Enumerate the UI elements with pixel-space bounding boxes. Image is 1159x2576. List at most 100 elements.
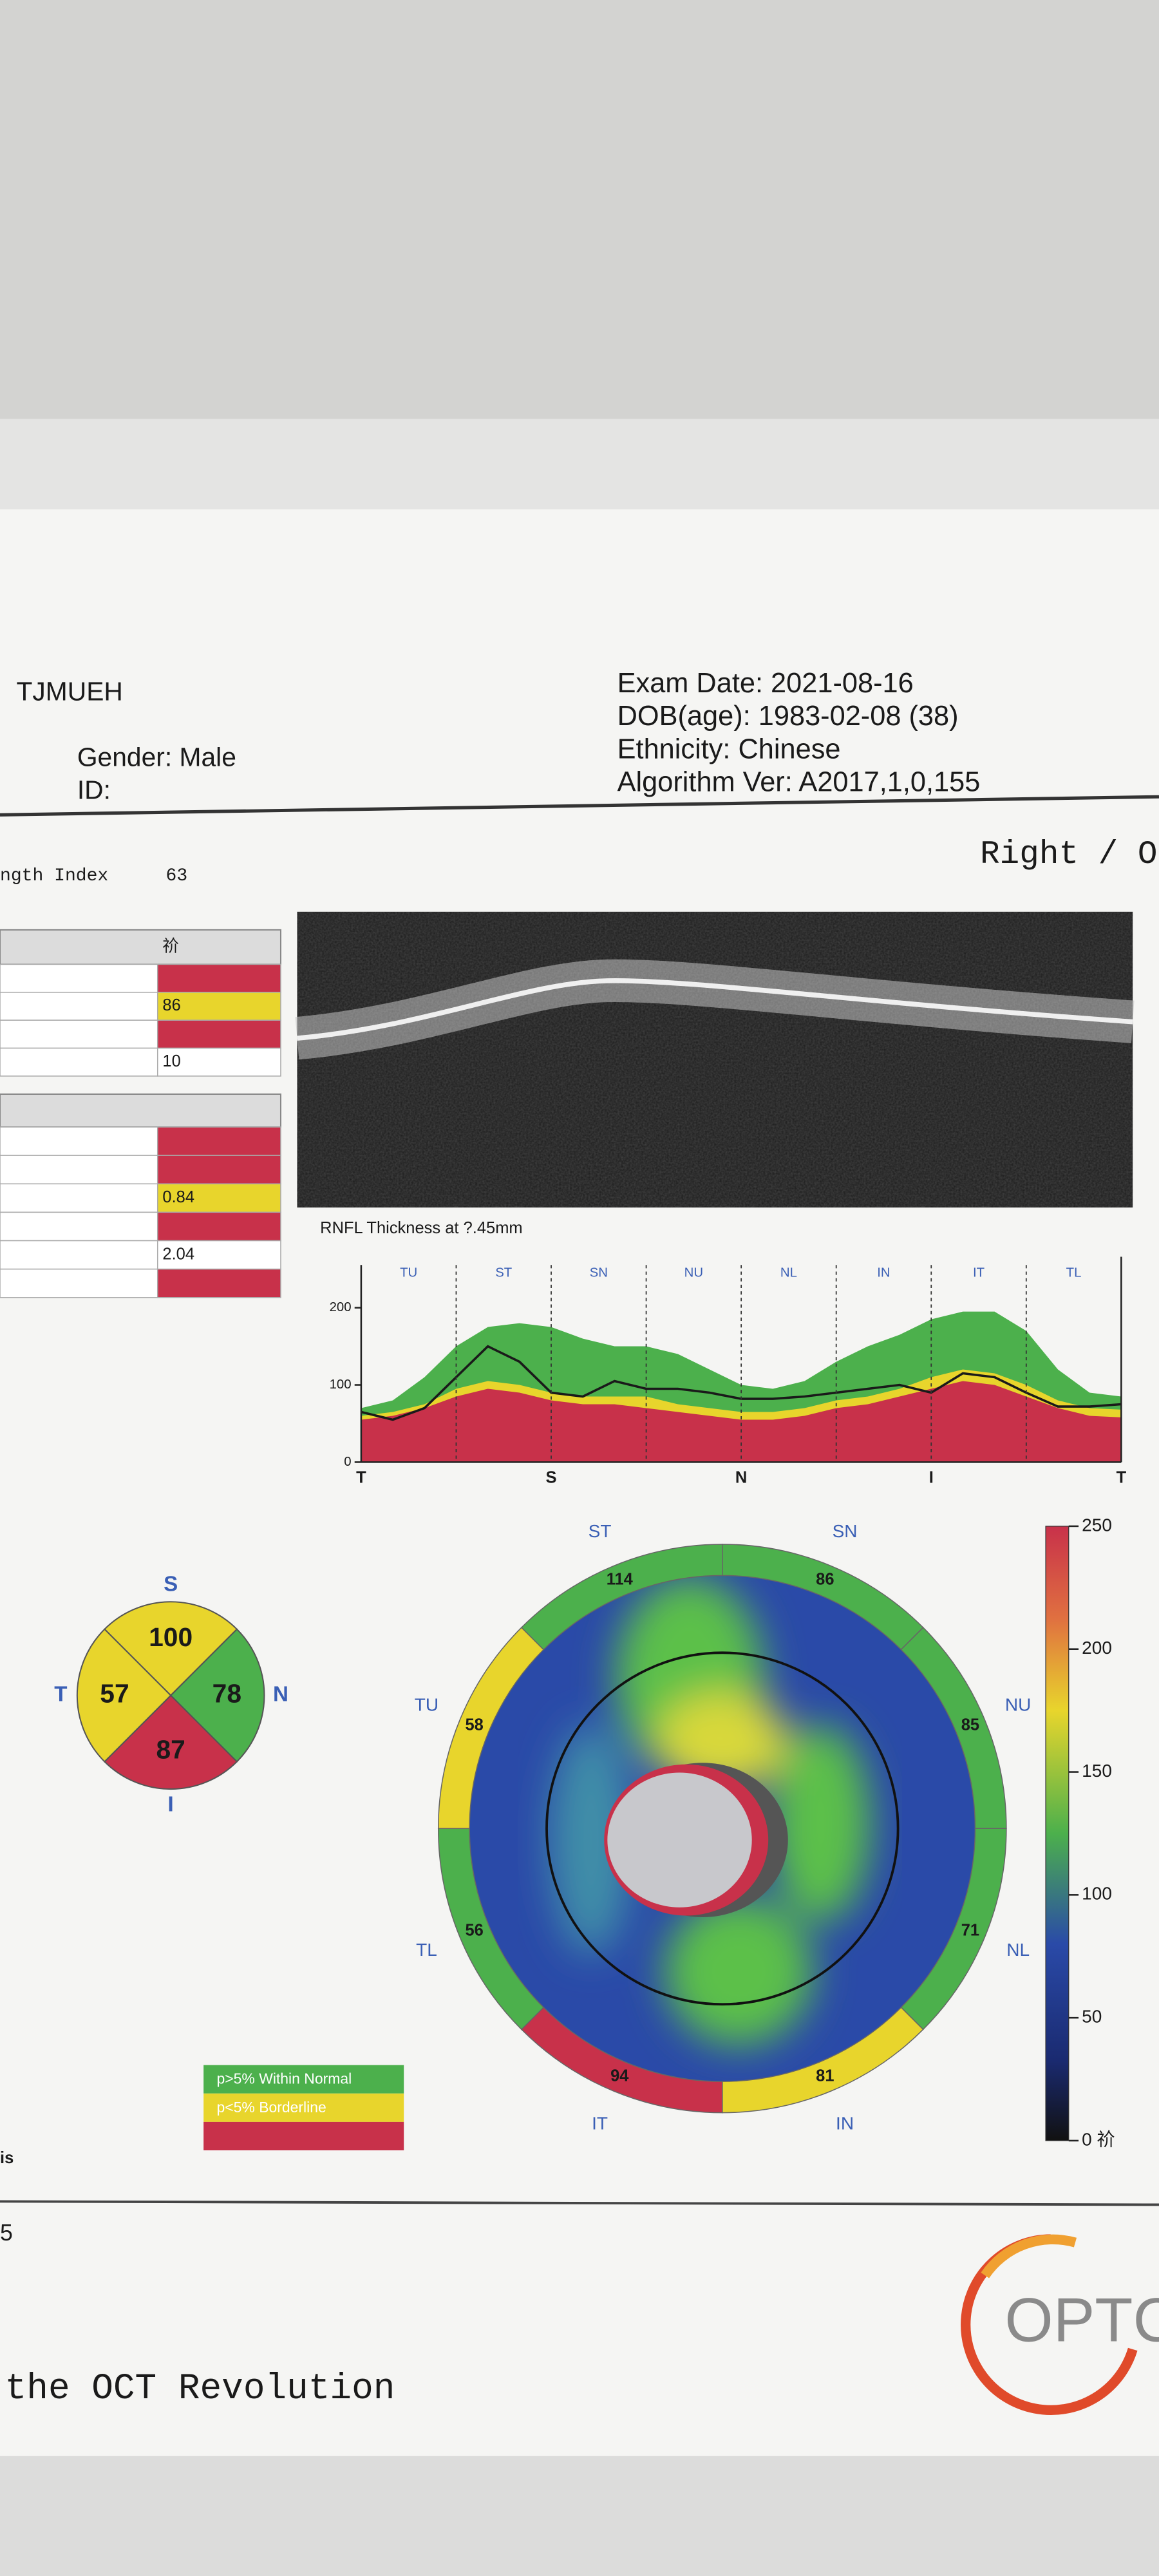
clock-value: 94 <box>610 2067 629 2085</box>
signal-value: 63 <box>166 866 188 886</box>
paper <box>0 509 1159 2576</box>
quadrant-label: T <box>54 1682 67 1706</box>
sector-label: NU <box>684 1265 703 1280</box>
colorbar-label: 250 <box>1082 1515 1112 1535</box>
clock-value: 81 <box>816 2067 834 2085</box>
logo: OPTC <box>1004 2284 1159 2354</box>
sector-label: NL <box>780 1265 797 1280</box>
colorbar-label: 100 <box>1082 1884 1112 1904</box>
clock-label: TL <box>416 1940 437 1960</box>
table-value-cell <box>156 1268 281 1298</box>
sector-label: TU <box>400 1265 417 1280</box>
y-tick-label: 100 <box>330 1378 352 1392</box>
measure-circle <box>545 1651 900 2006</box>
table-cell <box>0 1155 158 1185</box>
tagline: the OCT Revolution <box>5 2368 395 2409</box>
algorithm: Algorithm Ver: A2017,1,0,155 <box>617 766 981 797</box>
quadrant-sector <box>103 1601 238 1697</box>
header-rule <box>0 795 1159 817</box>
table-cell <box>0 992 158 1021</box>
clock-label: ST <box>589 1521 612 1541</box>
x-label: T <box>356 1469 366 1487</box>
quadrant-sector <box>169 1628 265 1763</box>
patient-id: ID: <box>77 775 111 804</box>
colorbar-label: 200 <box>1082 1638 1112 1658</box>
x-label: N <box>735 1469 747 1487</box>
sector-label: SN <box>590 1265 608 1280</box>
clock-label: NU <box>1005 1694 1032 1714</box>
quadrant-sector <box>103 1694 238 1790</box>
optic-disc <box>607 1772 752 1908</box>
colorbar-label: 50 <box>1082 2007 1102 2027</box>
quadrant-value: 57 <box>100 1678 129 1708</box>
table-value: 10 <box>162 1052 180 1070</box>
quadrant-sector <box>76 1628 172 1763</box>
colorbar-label: 150 <box>1082 1761 1112 1781</box>
exam-date: Exam Date: 2021-08-16 <box>617 668 914 699</box>
sector-label: IT <box>973 1265 985 1280</box>
table-value-cell <box>156 1155 281 1185</box>
quadrant-value: 78 <box>212 1678 241 1708</box>
logo-ring-accent <box>981 2234 1077 2278</box>
sector-label: ST <box>495 1265 512 1280</box>
legend-swatch <box>203 2093 404 2122</box>
table-cell <box>0 963 158 993</box>
sector-label: IN <box>877 1265 890 1280</box>
table-value-cell <box>156 992 281 1021</box>
quadrant-label: I <box>168 1792 174 1816</box>
fragment: 5 <box>0 2220 13 2246</box>
paper-fold <box>0 419 1159 518</box>
table-value-cell <box>156 1019 281 1049</box>
table-header <box>0 929 281 965</box>
x-label: S <box>546 1469 557 1487</box>
table-value: 0.84 <box>162 1188 194 1206</box>
paper-shadow <box>0 2456 1159 2576</box>
fragment: is <box>0 2149 14 2167</box>
clock-label: TU <box>415 1694 438 1714</box>
legend-label: p<5% Borderline <box>217 2099 326 2116</box>
clock-label: SN <box>833 1521 858 1541</box>
y-tick-label: 200 <box>330 1300 352 1314</box>
table-value: 86 <box>162 996 180 1014</box>
color-bar <box>1045 1526 1069 2141</box>
quadrant-label: S <box>164 1572 178 1596</box>
clock-label: IN <box>836 2113 854 2133</box>
legend-swatch <box>203 2065 404 2094</box>
table-cell <box>0 1240 158 1270</box>
normative-band <box>361 1381 1122 1463</box>
table-cell <box>0 1019 158 1049</box>
table-value-cell <box>156 1126 281 1156</box>
clock-value: 85 <box>961 1716 979 1734</box>
table-cell <box>0 1047 158 1077</box>
table-value-cell <box>156 1183 281 1213</box>
legend-swatch <box>203 2121 404 2151</box>
sector-label: TL <box>1066 1265 1082 1280</box>
table-header <box>0 1093 281 1128</box>
clock-label: IT <box>592 2113 608 2133</box>
dob: DOB(age): 1983-02-08 (38) <box>617 701 959 732</box>
clock-sector <box>520 1544 723 1651</box>
rnfl-title: RNFL Thickness at ?.45mm <box>320 1219 523 1237</box>
table-cell <box>0 1268 158 1298</box>
clock-value: 56 <box>466 1922 484 1940</box>
footer-rule <box>0 2200 1159 2206</box>
gender: Gender: Male <box>77 742 236 772</box>
clock-value: 114 <box>607 1571 634 1589</box>
signal-label: ngth Index <box>0 866 108 886</box>
x-label: I <box>929 1469 934 1487</box>
table-header-text: 祄 <box>162 937 179 955</box>
table-cell <box>0 1126 158 1156</box>
table-value-cell <box>156 1240 281 1270</box>
table-cell <box>0 1183 158 1213</box>
b-scan-noise <box>297 911 1133 1208</box>
clock-label: NL <box>1006 1940 1030 1960</box>
quadrant-value: 87 <box>156 1735 185 1765</box>
clock-value: 86 <box>816 1571 834 1589</box>
institution: TJMUEH <box>16 676 122 706</box>
cloth <box>0 0 1159 460</box>
y-tick-label: 0 <box>344 1455 351 1469</box>
table-value-cell <box>156 963 281 993</box>
x-label: T <box>1117 1469 1127 1487</box>
